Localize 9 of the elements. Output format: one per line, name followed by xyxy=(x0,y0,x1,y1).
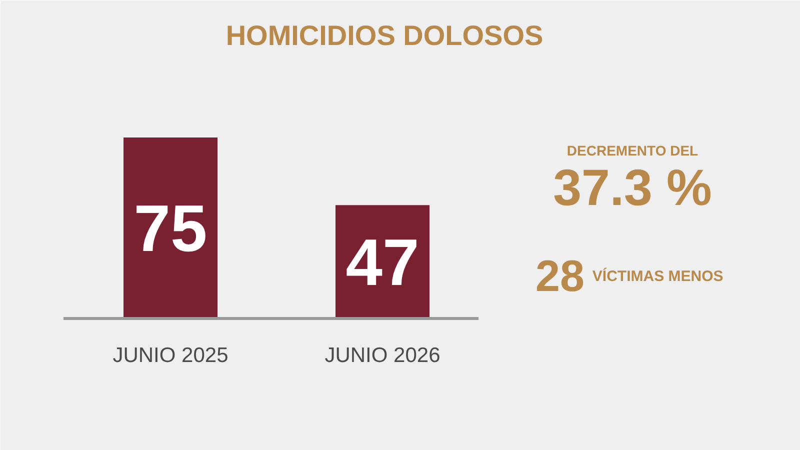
text: DECREMENTO DEL xyxy=(566,142,699,158)
chart-title: HOMICIDIOS DOLOSOS xyxy=(226,20,544,51)
data-label: 75 xyxy=(134,191,208,265)
text: 28 xyxy=(536,252,584,301)
text: 37.3 % xyxy=(553,159,712,216)
x-tick-label: JUNIO 2026 xyxy=(324,344,440,367)
text: VÍCTIMAS MENOS xyxy=(592,267,724,285)
data-label: 47 xyxy=(346,224,420,299)
x-tick-label: JUNIO 2025 xyxy=(112,344,228,367)
